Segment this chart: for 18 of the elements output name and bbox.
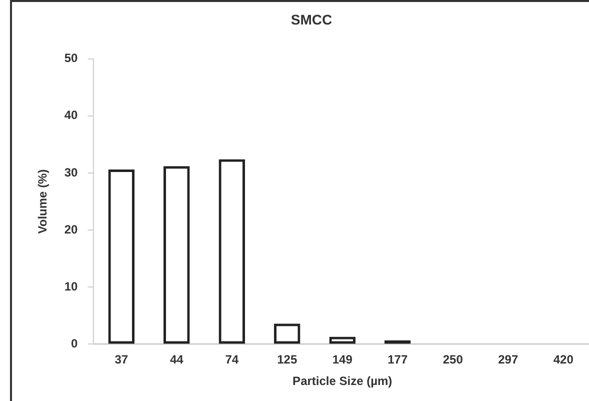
- x-tick-label: 37: [114, 352, 128, 367]
- x-tick-label: 74: [225, 352, 239, 367]
- x-tick-label: 250: [442, 352, 464, 367]
- y-tick-label: 20: [64, 222, 78, 236]
- x-tick-label: 177: [388, 352, 408, 367]
- x-axis-title: Particle Size (µm): [292, 374, 392, 388]
- x-tick-label: 44: [170, 352, 184, 367]
- y-tick-label: 10: [64, 279, 78, 294]
- y-tick-label: 0: [71, 336, 78, 351]
- y-tick-label: 50: [64, 51, 78, 66]
- x-tick-label: 149: [332, 352, 353, 367]
- y-axis-title: Volume (%): [36, 169, 50, 234]
- y-tick-label: 30: [64, 165, 78, 180]
- x-tick-label: 420: [553, 352, 574, 367]
- chart-title: SMCC: [290, 11, 332, 28]
- x-tick-label: 125: [277, 352, 298, 367]
- x-tick-label: 297: [498, 352, 518, 367]
- y-tick-label: 40: [64, 108, 78, 122]
